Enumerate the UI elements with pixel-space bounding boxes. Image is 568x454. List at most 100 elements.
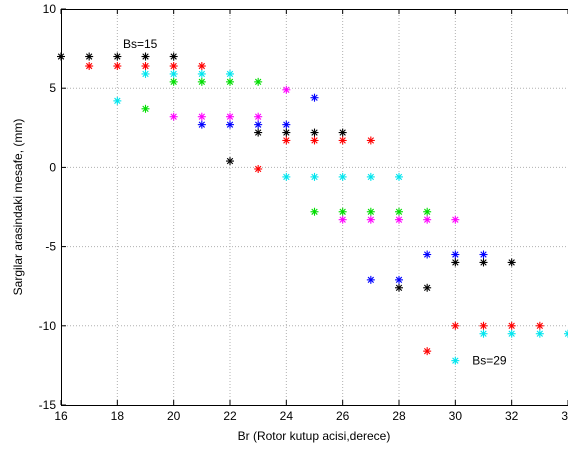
data-point — [423, 347, 432, 356]
data-point — [169, 52, 178, 61]
data-point — [338, 128, 347, 137]
data-point — [366, 215, 375, 224]
annotations: Bs=15 Bs=29 — [123, 37, 507, 368]
data-point — [451, 258, 460, 267]
data-point — [113, 52, 122, 61]
plot-frame — [61, 9, 568, 406]
axes-frame — [60, 8, 568, 406]
data-point — [254, 128, 263, 137]
y-tick-label: 0 — [49, 160, 56, 174]
x-tick-label: 20 — [167, 409, 181, 423]
x-tick-label: 22 — [223, 409, 237, 423]
x-tick-label: 34 — [561, 409, 568, 423]
data-point — [282, 136, 291, 145]
data-point — [479, 321, 488, 330]
data-point — [282, 120, 291, 129]
data-point — [535, 321, 544, 330]
data-point — [197, 62, 206, 71]
data-point — [395, 172, 403, 181]
data-point — [451, 215, 460, 224]
x-axis-label: Br (Rotor kutup acisi,derece) — [238, 429, 391, 443]
data-point — [395, 215, 403, 224]
data-point — [141, 52, 150, 61]
data-point — [423, 207, 432, 216]
data-point — [451, 321, 460, 330]
data-point — [226, 69, 234, 78]
data-point — [226, 77, 234, 86]
x-tick-label: 24 — [280, 409, 294, 423]
data-point — [254, 120, 263, 129]
data-point — [226, 157, 234, 166]
y-tick-label: 10 — [43, 2, 57, 16]
data-point — [366, 275, 375, 284]
data-point — [395, 275, 403, 284]
data-point — [310, 136, 319, 145]
data-point — [197, 69, 206, 78]
data-point — [338, 215, 347, 224]
data-points — [57, 52, 568, 365]
data-point — [169, 112, 178, 121]
data-point — [395, 283, 403, 292]
data-point — [85, 52, 94, 61]
data-point — [451, 250, 460, 259]
data-point — [564, 329, 568, 338]
data-point — [366, 207, 375, 216]
annotation-label: Bs=29 — [472, 354, 507, 368]
data-point — [254, 77, 263, 86]
data-point — [479, 329, 488, 338]
data-point — [169, 69, 178, 78]
x-tick-label: 16 — [54, 409, 68, 423]
data-point — [423, 250, 432, 259]
data-point — [169, 62, 178, 71]
plot-background — [61, 9, 568, 405]
data-point — [310, 128, 319, 137]
data-point — [479, 258, 488, 267]
data-point — [113, 96, 122, 105]
y-tick-label: -15 — [39, 398, 57, 412]
x-tick-label: 28 — [392, 409, 406, 423]
tick-labels: 16 18 20 22 24 26 28 30 32 34 10 5 0 -5 -10 -15 — [39, 2, 568, 423]
data-point — [226, 120, 234, 129]
data-point — [310, 207, 319, 216]
x-tick-label: 26 — [336, 409, 350, 423]
data-point — [423, 215, 432, 224]
data-point — [366, 136, 375, 145]
y-axis-label: Sargilar arasindaki mesafe, (mm) — [11, 119, 25, 296]
data-point — [113, 62, 122, 71]
data-point — [282, 172, 291, 181]
data-point — [141, 69, 150, 78]
data-point — [169, 77, 178, 86]
x-tick-label: 30 — [449, 409, 463, 423]
data-point — [141, 104, 150, 113]
data-point — [507, 321, 516, 330]
data-point — [423, 283, 432, 292]
data-point — [535, 329, 544, 338]
data-point — [85, 62, 94, 71]
data-point — [451, 356, 460, 365]
data-point — [310, 172, 319, 181]
x-tick-label: 18 — [111, 409, 125, 423]
y-tick-label: 5 — [49, 81, 56, 95]
data-point — [507, 329, 516, 338]
data-point — [507, 258, 516, 267]
y-tick-label: -10 — [39, 319, 57, 333]
data-point — [338, 207, 347, 216]
data-point — [197, 112, 206, 121]
data-point — [226, 112, 234, 121]
data-point — [395, 207, 403, 216]
x-tick-label: 32 — [505, 409, 519, 423]
data-point — [282, 85, 291, 94]
y-tick-label: -5 — [45, 240, 56, 254]
data-point — [141, 62, 150, 71]
data-point — [282, 128, 291, 137]
data-point — [197, 120, 206, 129]
data-point — [254, 112, 263, 121]
annotation-label: Bs=15 — [123, 37, 158, 51]
data-point — [366, 172, 375, 181]
data-point — [310, 93, 319, 102]
data-point — [338, 172, 347, 181]
data-point — [197, 77, 206, 86]
data-point — [338, 136, 347, 145]
data-point — [479, 250, 488, 259]
